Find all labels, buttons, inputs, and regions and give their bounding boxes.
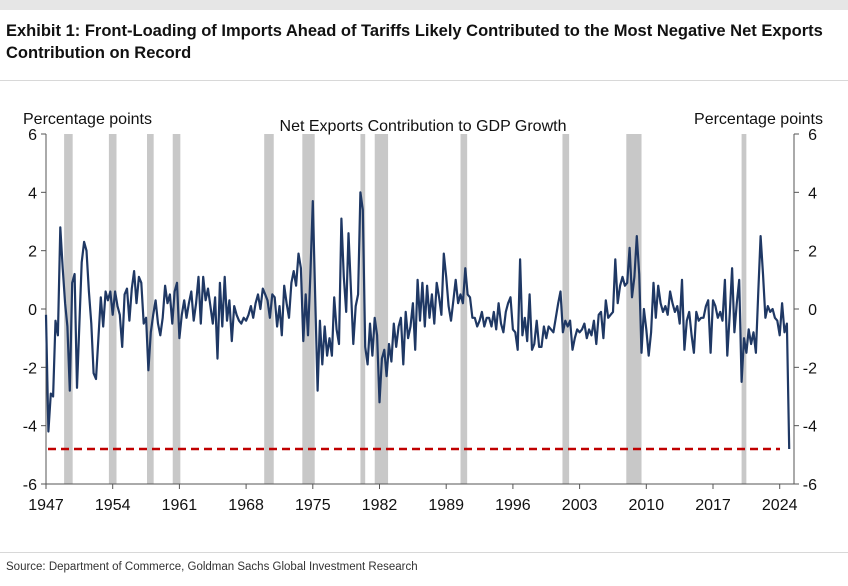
y-tick-label-left: -2	[23, 360, 37, 377]
y-axis-label-left: Percentage points	[23, 111, 152, 128]
x-tick-label: 2017	[695, 497, 731, 514]
x-tick-label: 1996	[495, 497, 531, 514]
footer-divider	[0, 552, 848, 553]
exhibit-title: Exhibit 1: Front-Loading of Imports Ahea…	[6, 22, 823, 62]
x-tick-label: 2024	[762, 497, 798, 514]
y-tick-label-left: -4	[23, 419, 37, 436]
x-tick-label: 1982	[362, 497, 398, 514]
x-tick-label: 1947	[28, 497, 64, 514]
x-tick-label: 1954	[95, 497, 131, 514]
source-note: Source: Department of Commerce, Goldman …	[6, 561, 418, 573]
y-tick-label-right: 0	[808, 302, 817, 319]
recession-band	[172, 134, 181, 484]
recession-band	[460, 134, 468, 484]
title-divider	[0, 80, 848, 81]
y-tick-label-right: -2	[803, 360, 817, 377]
recession-band	[360, 134, 366, 484]
y-tick-label-left: 6	[28, 127, 37, 144]
top-rule	[0, 0, 848, 10]
x-tick-label: 1961	[162, 497, 198, 514]
recession-band	[626, 134, 642, 484]
chart-title: Net Exports Contribution to GDP Growth	[280, 118, 567, 135]
y-tick-label-right: 4	[808, 185, 817, 202]
x-tick-label: 1968	[228, 497, 264, 514]
x-tick-label: 1989	[428, 497, 464, 514]
y-tick-label-left: 4	[28, 185, 37, 202]
axis-labels: -6 -6 -4 -4 -2 -2 0 0 2 2 4 4 6 6 1947 1954 1961 1968 1975…	[23, 127, 817, 514]
y-tick-label-left: -6	[23, 477, 37, 494]
x-tick-label: 1975	[295, 497, 331, 514]
net-exports-chart: -6 -6 -4 -4 -2 -2 0 0 2 2 4 4 6 6 1947 1954 1961 1968 1975…	[23, 111, 823, 514]
x-tick-label: 2010	[629, 497, 665, 514]
y-axis-label-right: Percentage points	[694, 111, 823, 128]
y-tick-label-right: 2	[808, 244, 817, 261]
axes	[41, 133, 799, 489]
y-tick-label-left: 0	[28, 302, 37, 319]
recession-band	[562, 134, 570, 484]
recession-band	[741, 134, 747, 484]
x-tick-label: 2003	[562, 497, 598, 514]
net-exports-series-line	[44, 191, 791, 450]
recession-band	[64, 134, 73, 484]
y-tick-label-right: -4	[803, 419, 817, 436]
y-tick-label-right: -6	[803, 477, 817, 494]
y-tick-label-right: 6	[808, 127, 817, 144]
recession-band	[147, 134, 154, 484]
recession-band	[374, 134, 389, 484]
y-tick-label-left: 2	[28, 244, 37, 261]
